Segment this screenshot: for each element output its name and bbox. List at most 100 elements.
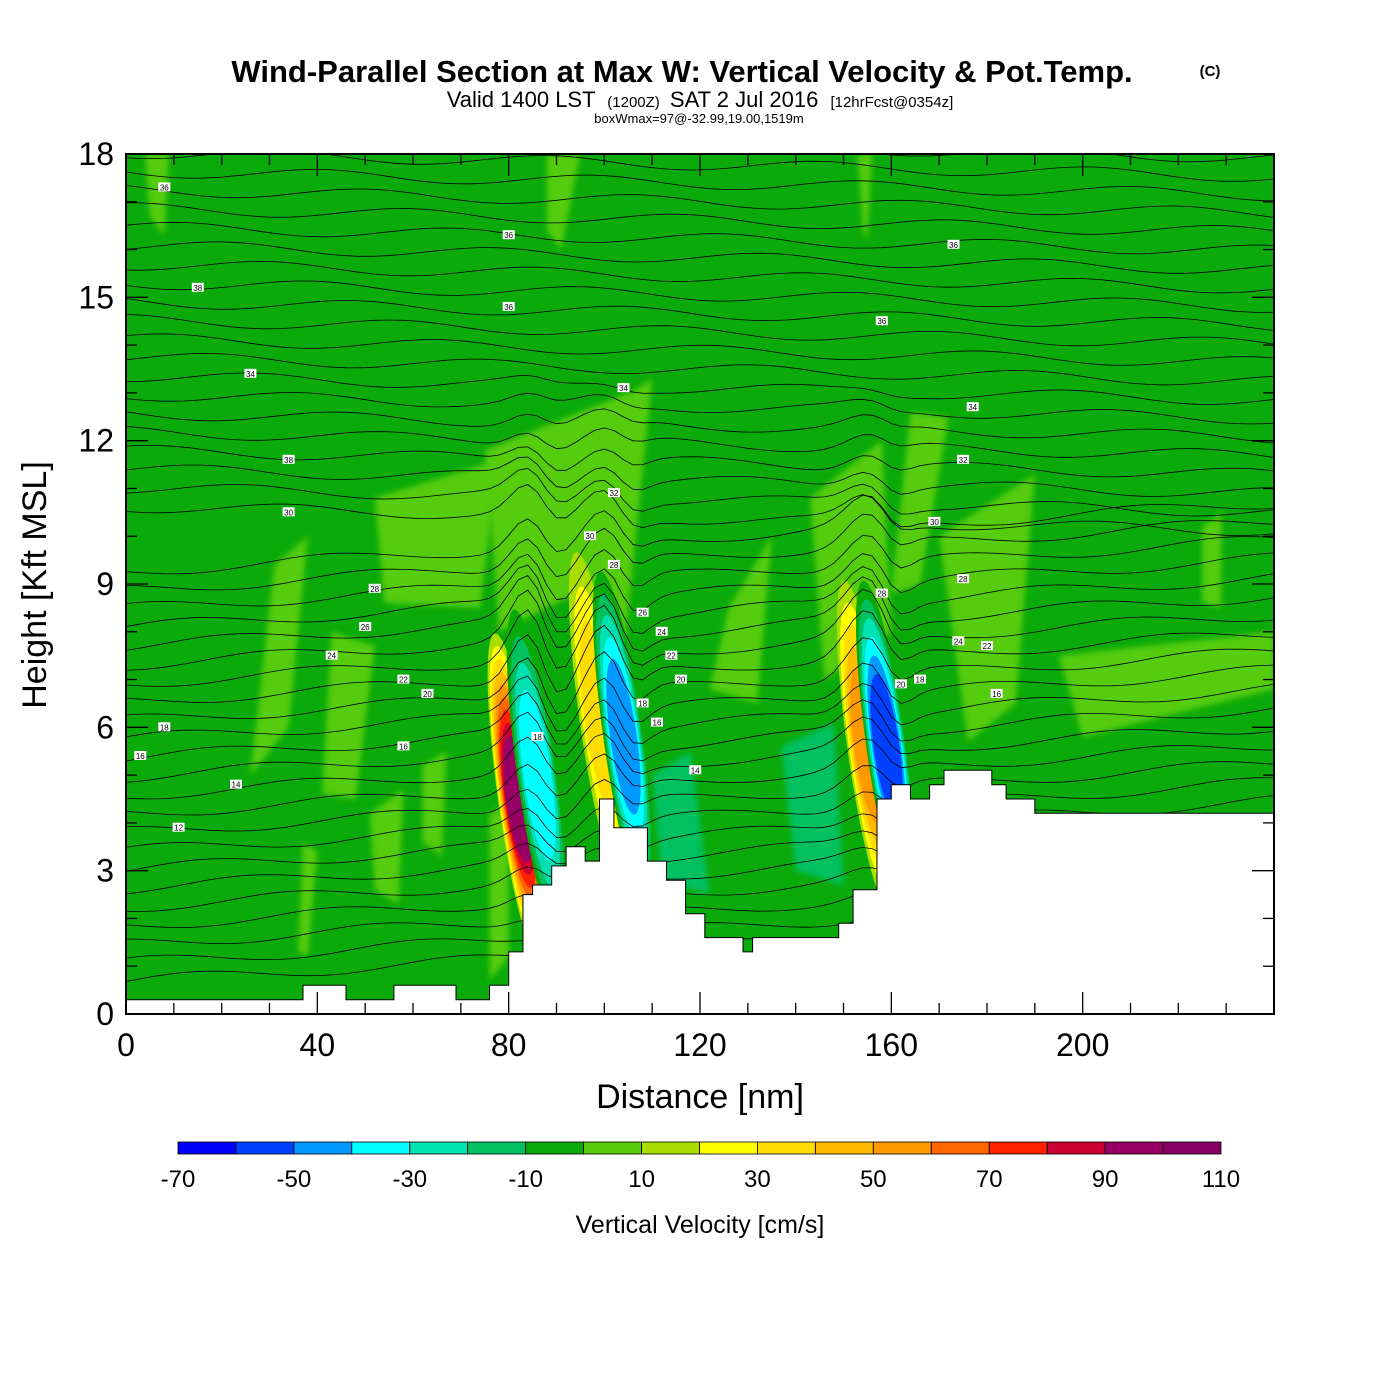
colorbar-swatch xyxy=(815,1141,874,1155)
downdraft-cell-band xyxy=(606,659,641,815)
isentrope-line xyxy=(126,467,1274,517)
colorbar-tick-label: 90 xyxy=(1092,1166,1119,1193)
plot-area: 36 36 36 38 36 36 34 34 34 38 32 32 30 30 30 28 28 28 28 26… xyxy=(126,154,1274,1014)
copyright-mark: (C) xyxy=(1200,63,1221,80)
contour-label-text: 34 xyxy=(619,384,628,393)
contour-label-text: 30 xyxy=(284,508,293,517)
contour-label: 18 xyxy=(531,731,544,742)
colorbar: -70 -50 -30 -10 10 30 50 70 90 110 xyxy=(161,1141,1240,1193)
contour-label-text: 18 xyxy=(160,723,169,732)
isentrope-line xyxy=(126,576,1274,671)
x-tick-label: 0 xyxy=(117,1027,135,1063)
contour-label: 32 xyxy=(957,454,970,465)
contour-label: 22 xyxy=(981,641,993,651)
contour-label-text: 36 xyxy=(504,303,513,312)
contour-label: 32 xyxy=(607,488,620,498)
weak-updraft-area xyxy=(322,631,375,799)
isentrope-line xyxy=(126,298,1274,331)
contour-label: 30 xyxy=(282,507,295,517)
isentrope-line xyxy=(126,513,1274,591)
isentrope-line xyxy=(126,352,1274,386)
colorbar-tick-label: 10 xyxy=(628,1166,655,1193)
isentrope-line xyxy=(126,202,1274,235)
contour-label: 36 xyxy=(502,230,515,240)
contour-label-text: 20 xyxy=(423,690,432,699)
boxwmax-note: boxWmax=97@-32.99,19.00,1519m xyxy=(594,111,803,126)
colorbar-tick-label: 30 xyxy=(744,1166,771,1193)
contour-label-text: 14 xyxy=(691,766,700,775)
isentrope-line xyxy=(126,552,1274,627)
isentrope-line xyxy=(126,314,1274,347)
valid-time-label: Valid 1400 LST xyxy=(447,87,595,112)
isentrope-line xyxy=(126,494,1274,575)
y-tick-label: 0 xyxy=(96,996,114,1032)
colorbar-swatch xyxy=(177,1141,237,1155)
weak-updraft-area xyxy=(891,412,949,594)
contour-label: 26 xyxy=(636,607,649,618)
isentrope-line xyxy=(126,637,1274,719)
weak-updraft-area xyxy=(546,154,581,250)
colorbar-tick-label: 70 xyxy=(976,1166,1003,1193)
contour-label: 30 xyxy=(928,516,941,527)
contour-label-text: 16 xyxy=(992,690,1001,699)
isentrope-line xyxy=(126,777,1274,848)
colorbar-swatch xyxy=(409,1141,469,1155)
contour-label-text: 16 xyxy=(653,719,662,728)
y-tick-label: 12 xyxy=(78,423,114,459)
x-tick-label: 160 xyxy=(865,1027,918,1063)
downdraft-cell-band xyxy=(870,673,903,819)
isentrope-line xyxy=(126,333,1274,366)
isentrope-line xyxy=(126,185,1274,218)
isentrope-line xyxy=(126,610,1274,703)
y-tick-label: 15 xyxy=(78,279,114,315)
y-tick-label: 18 xyxy=(78,136,114,172)
contour-label: 34 xyxy=(617,383,630,393)
contour-label: 28 xyxy=(957,574,970,584)
contour-label: 14 xyxy=(230,779,242,790)
weak-updraft-area xyxy=(369,789,404,905)
contour-label-text: 36 xyxy=(504,231,513,240)
contour-label: 22 xyxy=(665,650,678,661)
isentrope-line xyxy=(126,699,1274,783)
colorbar-tick-label: 110 xyxy=(1202,1166,1240,1193)
weak-updraft-area xyxy=(145,154,170,236)
contour-label-text: 28 xyxy=(370,585,379,594)
contour-label-text: 20 xyxy=(896,680,905,689)
contour-label: 22 xyxy=(397,674,410,685)
contour-label: 20 xyxy=(674,674,687,685)
weak-updraft-area xyxy=(1058,631,1274,737)
chart-subtitle: Valid 1400 LST (1200Z) SAT 2 Jul 2016 [1… xyxy=(447,87,954,112)
y-tick-label: 3 xyxy=(96,853,114,889)
weak-updraft-area xyxy=(709,536,772,704)
colorbar-tick-label: -70 xyxy=(161,1166,196,1193)
y-axis-label: Height [Kft MSL] xyxy=(16,461,54,709)
colorbar-swatch xyxy=(467,1141,527,1155)
isentrope-line xyxy=(126,392,1274,425)
contour-label: 12 xyxy=(172,822,185,833)
contour-label: 36 xyxy=(502,301,515,312)
downdraft-cell-band xyxy=(519,689,556,861)
isentrope-line xyxy=(126,408,1274,444)
contour-label-text: 24 xyxy=(657,628,666,637)
contour-label: 34 xyxy=(966,402,979,412)
colorbar-tick-label: -10 xyxy=(508,1166,543,1193)
contour-label-text: 26 xyxy=(361,623,370,632)
contour-label: 18 xyxy=(158,722,171,732)
x-tick-label: 80 xyxy=(491,1027,527,1063)
contour-label: 38 xyxy=(191,282,204,293)
contour-label: 24 xyxy=(952,636,965,646)
contour-label-text: 34 xyxy=(246,370,255,379)
weak-updraft-area xyxy=(374,459,500,608)
forecast-label: [12hrFcst@0354z] xyxy=(830,94,953,111)
contour-label-text: 12 xyxy=(174,824,183,833)
colorbar-swatch xyxy=(1046,1141,1106,1155)
colorbar-swatch xyxy=(1104,1141,1164,1155)
contour-label-text: 36 xyxy=(949,241,958,250)
weak-updraft-area xyxy=(489,803,509,981)
valid-date-label: SAT 2 Jul 2016 xyxy=(670,87,818,112)
contour-label: 16 xyxy=(990,688,1003,699)
colorbar-swatch xyxy=(293,1141,353,1155)
isentrope-line xyxy=(126,738,1274,816)
contour-label-text: 22 xyxy=(667,652,676,661)
contour-label-text: 24 xyxy=(954,637,963,646)
